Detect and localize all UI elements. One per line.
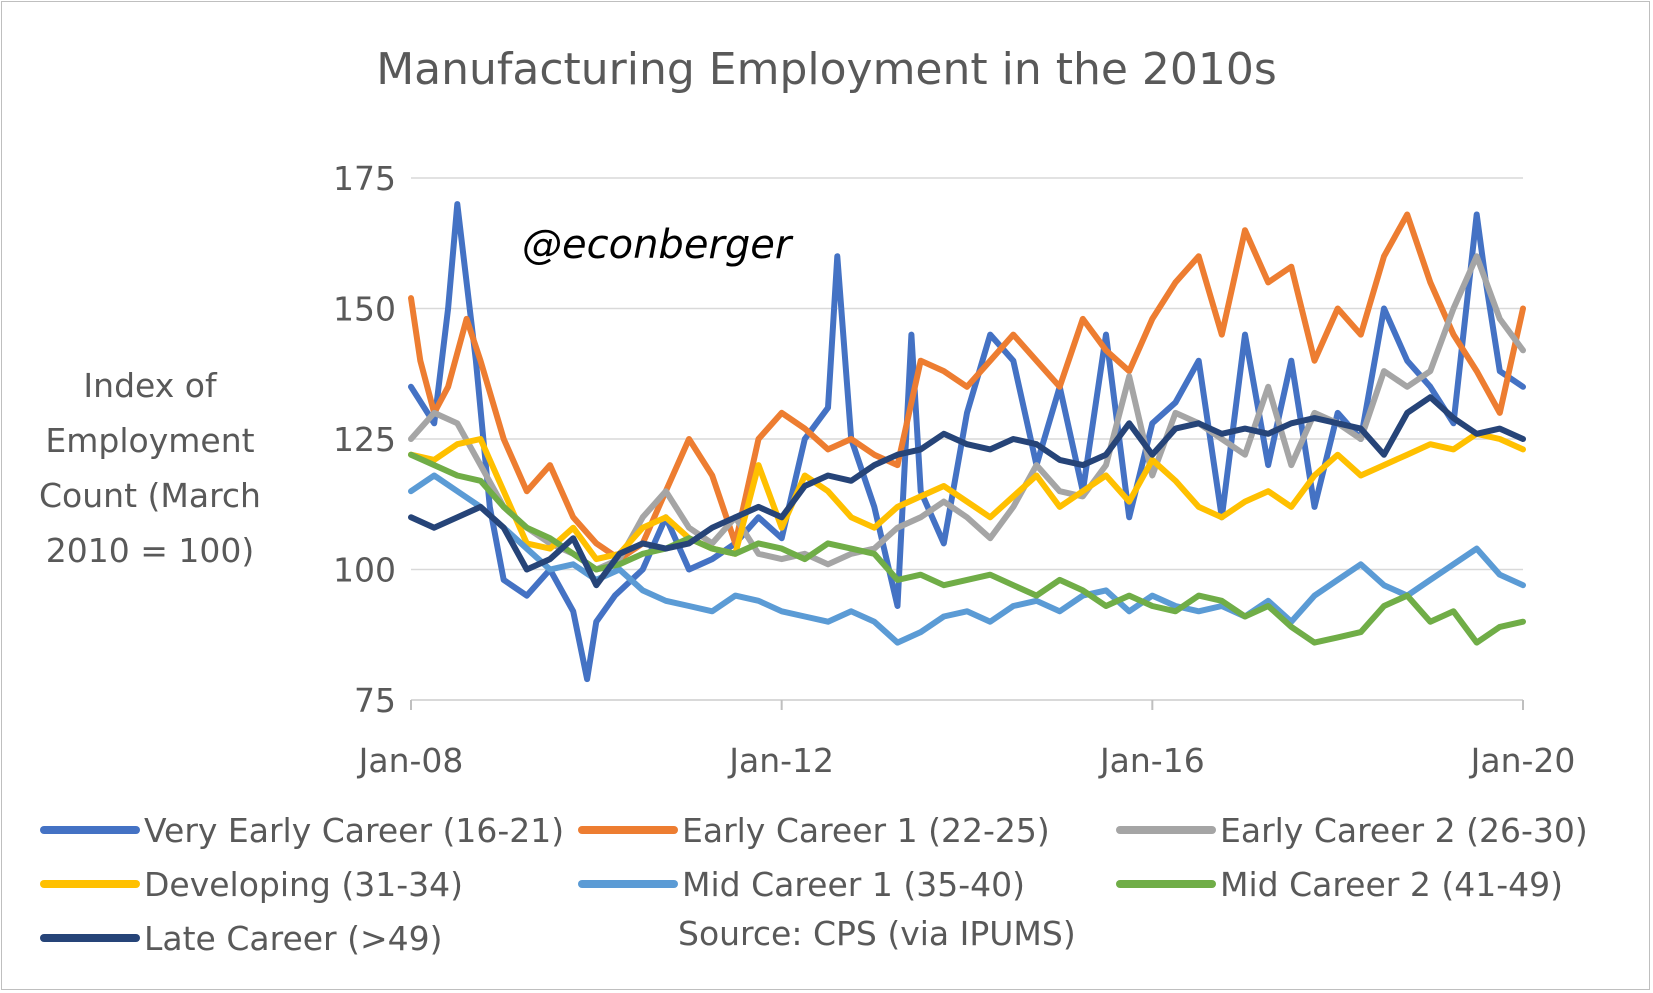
legend-item: Developing (31-34)	[40, 862, 463, 906]
legend-item: Late Career (>49)	[40, 916, 443, 960]
series-line-mid-career-2-41-49	[408, 451, 1526, 646]
series-line-developing-31-34	[408, 430, 1526, 563]
source-note: Source: CPS (via IPUMS)	[678, 914, 1076, 953]
y-axis-label: Index of Employment Count (March 2010 = …	[39, 366, 261, 570]
legend-swatch	[1116, 826, 1216, 834]
x-tick-label: Jan-12	[727, 741, 834, 780]
y-tick-label: 175	[333, 159, 396, 198]
legend-swatch	[40, 880, 140, 888]
legend-item: Early Career 2 (26-30)	[1116, 808, 1588, 852]
series-line-very-early-career-16-21	[408, 201, 1526, 683]
legend-label: Very Early Career (16-21)	[144, 810, 565, 850]
legend-label: Mid Career 1 (35-40)	[682, 864, 1025, 904]
legend-swatch	[578, 826, 678, 834]
legend-item: Very Early Career (16-21)	[40, 808, 564, 852]
x-tick-label: Jan-16	[1098, 741, 1205, 780]
watermark-handle: @econberger	[522, 222, 792, 268]
axes: 75 100 125 150 175 Jan-08 Jan-12 Jan-16 Jan-20	[333, 159, 1575, 780]
legend-label: Early Career 2 (26-30)	[1220, 810, 1588, 850]
series-line-late-career-49	[408, 394, 1526, 589]
chart-title: Manufacturing Employment in the 2010s	[376, 44, 1277, 95]
legend-item: Mid Career 2 (41-49)	[1116, 862, 1563, 906]
y-tick-label: 100	[333, 551, 396, 590]
x-tick-label: Jan-08	[357, 741, 464, 780]
legend-label: Late Career (>49)	[144, 918, 443, 958]
legend-swatch	[40, 934, 140, 942]
x-tick-label: Jan-20	[1469, 741, 1576, 780]
legend-swatch	[1116, 880, 1216, 888]
y-tick-label: 75	[354, 681, 396, 720]
legend-label: Early Career 1 (22-25)	[682, 810, 1050, 850]
plot-area: 75 100 125 150 175 Jan-08 Jan-12 Jan-16 Jan-20	[333, 159, 1575, 780]
series-lines	[408, 201, 1526, 683]
legend-swatch	[578, 880, 678, 888]
legend-label: Mid Career 2 (41-49)	[1220, 864, 1563, 904]
series-line-early-career-1-22-25	[408, 211, 1526, 563]
legend-label: Developing (31-34)	[144, 864, 464, 904]
legend-item: Early Career 1 (22-25)	[578, 808, 1050, 852]
y-tick-label: 125	[333, 420, 396, 459]
y-tick-label: 150	[333, 290, 396, 329]
legend-item: Mid Career 1 (35-40)	[578, 862, 1025, 906]
legend: Very Early Career (16-21) Early Career 1 …	[0, 800, 1653, 970]
legend-swatch	[40, 826, 140, 834]
